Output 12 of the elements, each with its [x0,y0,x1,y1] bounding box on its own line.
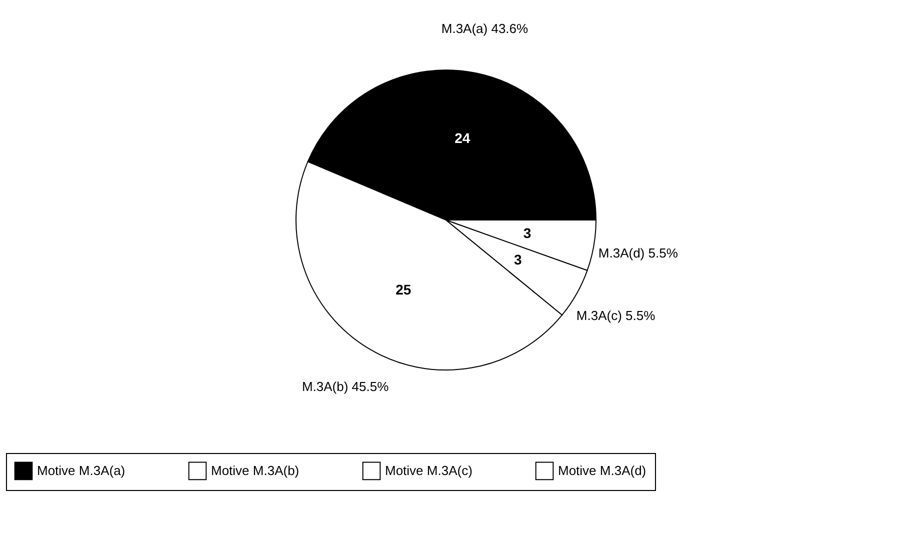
legend-label: Motive M.3A(a) [37,462,126,478]
data-label: 3 [523,225,532,242]
legend-label: Motive M.3A(c) [385,462,472,478]
text: M.3A(b) 45.5% [302,378,390,394]
text: M.3A(c) 5.5% [576,308,656,323]
text: M.3A(a) 43.6% [441,20,529,36]
data-label: 25 [396,282,412,298]
data-label: 3 [514,252,522,268]
legend-label: Motive M.3A(d) [558,462,646,478]
data-label: 24 [454,130,470,146]
legend-label: Motive M.3A(b) [211,462,300,478]
text: M.3A(d) 5.5% [598,245,678,260]
